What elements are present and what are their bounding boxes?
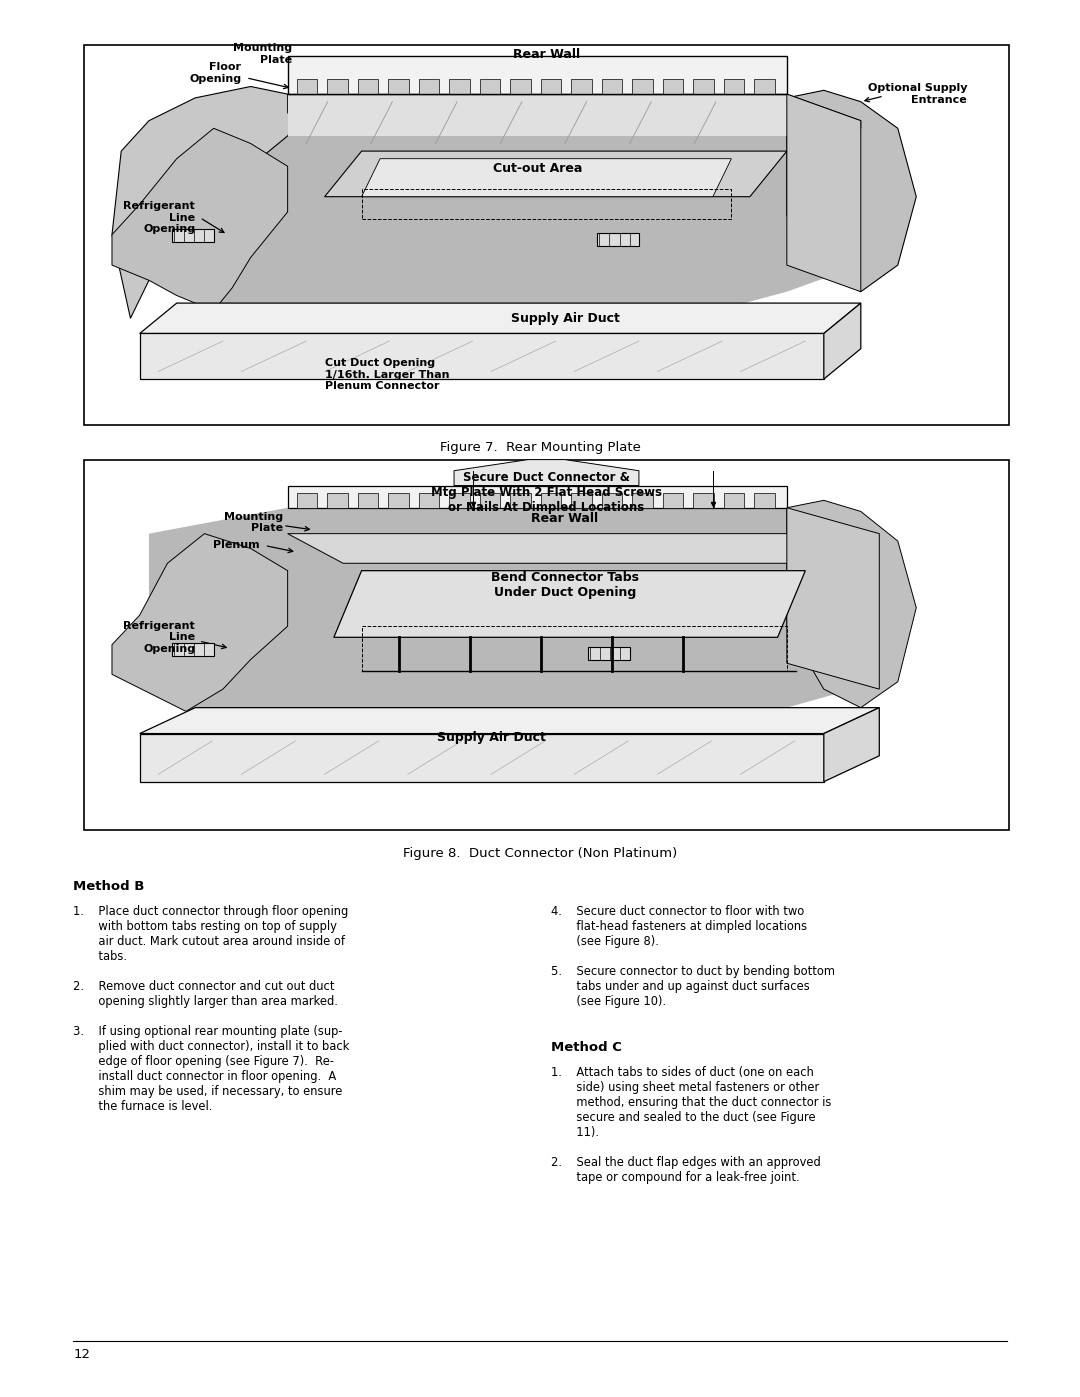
Text: 12: 12 [73, 1348, 91, 1361]
Polygon shape [149, 507, 879, 774]
Polygon shape [511, 78, 530, 94]
Polygon shape [755, 78, 774, 94]
Polygon shape [287, 486, 787, 507]
Text: Secure Duct Connector &
Mtg Plate With 2 Flat Head Screws
or Nails At Dimpled Lo: Secure Duct Connector & Mtg Plate With 2… [431, 471, 662, 514]
Text: Refrigerant
Line
Opening: Refrigerant Line Opening [123, 201, 195, 235]
Text: Figure 8.  Duct Connector (Non Platinum): Figure 8. Duct Connector (Non Platinum) [403, 847, 677, 859]
Polygon shape [571, 493, 592, 507]
Polygon shape [663, 493, 684, 507]
Polygon shape [571, 78, 592, 94]
Polygon shape [480, 493, 500, 507]
Polygon shape [449, 78, 470, 94]
Polygon shape [824, 303, 861, 379]
Text: Optional Supply
Entrance: Optional Supply Entrance [867, 84, 967, 105]
Polygon shape [389, 78, 408, 94]
Polygon shape [297, 493, 318, 507]
Polygon shape [787, 507, 879, 689]
Polygon shape [139, 708, 879, 733]
Polygon shape [149, 94, 861, 356]
Text: Cut-out Area: Cut-out Area [492, 162, 582, 175]
Text: Plenum: Plenum [213, 539, 260, 550]
Polygon shape [693, 78, 714, 94]
Polygon shape [602, 78, 622, 94]
Bar [84, 460, 1009, 830]
Polygon shape [357, 493, 378, 507]
Polygon shape [139, 334, 824, 379]
Polygon shape [633, 78, 652, 94]
Polygon shape [112, 534, 287, 711]
Polygon shape [511, 493, 530, 507]
Polygon shape [541, 493, 562, 507]
Polygon shape [334, 570, 806, 637]
Polygon shape [287, 94, 787, 136]
Polygon shape [787, 91, 916, 292]
Polygon shape [139, 303, 861, 334]
Text: Refrigerant
Line
Opening: Refrigerant Line Opening [123, 620, 195, 654]
Polygon shape [724, 493, 744, 507]
Text: 1.    Attach tabs to sides of duct (one on each
       side) using sheet metal f: 1. Attach tabs to sides of duct (one on … [551, 1066, 832, 1183]
Text: Bend Connector Tabs
Under Duct Opening: Bend Connector Tabs Under Duct Opening [491, 571, 639, 599]
Polygon shape [287, 94, 861, 129]
Text: Mounting
Plate: Mounting Plate [233, 43, 293, 66]
Text: Cut Duct Opening
1/16th. Larger Than
Plenum Connector: Cut Duct Opening 1/16th. Larger Than Ple… [325, 358, 449, 391]
Polygon shape [287, 56, 787, 94]
Polygon shape [112, 87, 306, 319]
Text: Rear Wall: Rear Wall [531, 513, 598, 525]
Text: Method B: Method B [73, 880, 145, 893]
Polygon shape [541, 78, 562, 94]
Polygon shape [357, 78, 378, 94]
Polygon shape [362, 159, 731, 197]
Polygon shape [787, 94, 861, 292]
Bar [84, 45, 1009, 425]
Polygon shape [663, 78, 684, 94]
Text: Mounting
Plate: Mounting Plate [224, 511, 283, 534]
Polygon shape [693, 493, 714, 507]
Text: Supply Air Duct: Supply Air Duct [436, 731, 545, 743]
Polygon shape [755, 493, 774, 507]
Bar [172, 229, 214, 242]
Polygon shape [325, 151, 787, 197]
Polygon shape [480, 78, 500, 94]
Bar [589, 647, 630, 659]
Text: Supply Air Duct: Supply Air Duct [511, 312, 620, 324]
Polygon shape [419, 493, 440, 507]
Bar [597, 233, 639, 246]
Polygon shape [633, 493, 652, 507]
Text: Method C: Method C [551, 1041, 622, 1053]
Polygon shape [112, 129, 287, 310]
Polygon shape [602, 493, 622, 507]
Polygon shape [139, 733, 824, 782]
Polygon shape [454, 460, 639, 486]
Text: Figure 7.  Rear Mounting Plate: Figure 7. Rear Mounting Plate [440, 441, 640, 454]
Text: 4.    Secure duct connector to floor with two
       flat-head fasteners at dimp: 4. Secure duct connector to floor with t… [551, 905, 835, 1009]
Polygon shape [287, 534, 879, 563]
Polygon shape [449, 493, 470, 507]
Text: Floor
Opening: Floor Opening [189, 63, 242, 84]
Text: 1.    Place duct connector through floor opening
       with bottom tabs resting: 1. Place duct connector through floor op… [73, 905, 350, 1113]
Polygon shape [389, 493, 408, 507]
Polygon shape [824, 708, 879, 782]
Polygon shape [724, 78, 744, 94]
Polygon shape [327, 78, 348, 94]
Text: Rear Wall: Rear Wall [513, 47, 580, 60]
Bar [172, 643, 214, 655]
Polygon shape [419, 78, 440, 94]
Polygon shape [327, 493, 348, 507]
Polygon shape [787, 500, 916, 708]
Polygon shape [297, 78, 318, 94]
